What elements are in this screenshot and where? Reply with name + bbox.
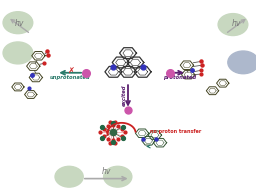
Circle shape [218,14,248,36]
Circle shape [3,42,33,64]
Circle shape [104,166,132,187]
Text: hv: hv [15,19,24,28]
Text: protonated: protonated [163,75,196,80]
Text: ✗: ✗ [67,66,74,75]
Circle shape [228,51,256,74]
Circle shape [55,166,83,187]
Text: no proton transfer: no proton transfer [150,129,201,134]
Text: unprotonated: unprotonated [50,75,91,80]
Text: excited: excited [122,85,127,106]
Text: hv: hv [102,167,111,177]
Circle shape [3,12,33,34]
Text: hv: hv [232,19,241,28]
